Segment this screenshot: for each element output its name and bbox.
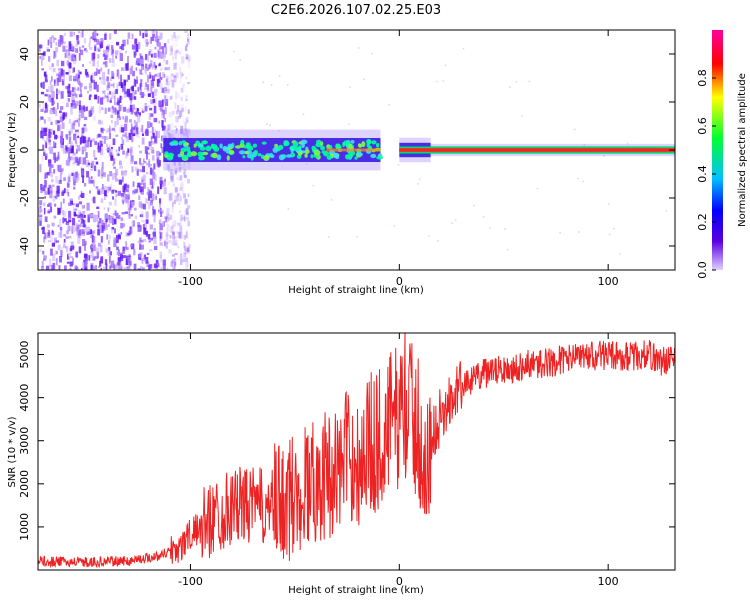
snr-y-tick-label: 1000 [18, 513, 31, 541]
snr-x-tick-label: -100 [178, 575, 203, 588]
colorbar-tick-label: 0.8 [696, 69, 709, 87]
spectrogram-y-tick-label: 20 [18, 95, 31, 109]
snr-x-tick-label: 0 [396, 575, 403, 588]
snr-series [38, 333, 675, 569]
colorbar-tick-label: 0.4 [696, 165, 709, 183]
colorbar-gradient [712, 30, 723, 270]
chart-title: C2E6.2026.107.02.25.E03 [271, 3, 441, 18]
snr-y-tick-label: 2000 [18, 470, 31, 498]
snr-y-axis-label: SNR (10 * v/v) [7, 416, 18, 487]
snr-panel: -100 0 100 1000 2000 3000 4000 5000 Height of s… [7, 332, 676, 596]
spectrogram-y-tick-label: -20 [18, 189, 31, 207]
colorbar: 0.0 0.2 0.4 0.6 0.8 Normalized spectral ampl… [696, 30, 748, 279]
snr-y-tick-label: 3000 [18, 427, 31, 455]
spectrogram-panel: -100 0 100 -40 -20 0 20 40 Height of straight l… [7, 29, 676, 296]
spectrogram-image [38, 30, 675, 270]
spectrogram-y-tick-label: 0 [18, 147, 31, 154]
colorbar-tick-label: 0.0 [696, 261, 709, 279]
spectrogram-x-tick-label: 100 [598, 275, 619, 288]
snr-y-tick-label: 5000 [18, 341, 31, 369]
colorbar-tick-label: 0.2 [696, 213, 709, 231]
spectrogram-x-axis-label: Height of straight line (km) [288, 285, 424, 296]
colorbar-ticks: 0.0 0.2 0.4 0.6 0.8 [696, 69, 716, 279]
snr-series-line [38, 333, 675, 569]
snr-frame [37, 332, 676, 571]
spectrogram-x-tick-label: -100 [178, 275, 203, 288]
colorbar-tick-label: 0.6 [696, 117, 709, 135]
snr-x-tick-label: 100 [598, 575, 619, 588]
snr-ticks: -100 0 100 1000 2000 3000 4000 5000 [18, 333, 675, 588]
spectrogram-y-axis-label: Frequency (Hz) [7, 112, 18, 188]
spectrogram-y-tick-label: -40 [18, 237, 31, 255]
colorbar-label: Normalized spectral amplitude [737, 73, 748, 227]
snr-y-tick-label: 4000 [18, 384, 31, 412]
snr-x-axis-label: Height of straight line (km) [288, 585, 424, 596]
spectrogram-ticks: -100 0 100 -40 -20 0 20 40 [18, 30, 675, 288]
spectrogram-y-tick-label: 40 [18, 47, 31, 61]
spectrogram-x-tick-label: 0 [396, 275, 403, 288]
